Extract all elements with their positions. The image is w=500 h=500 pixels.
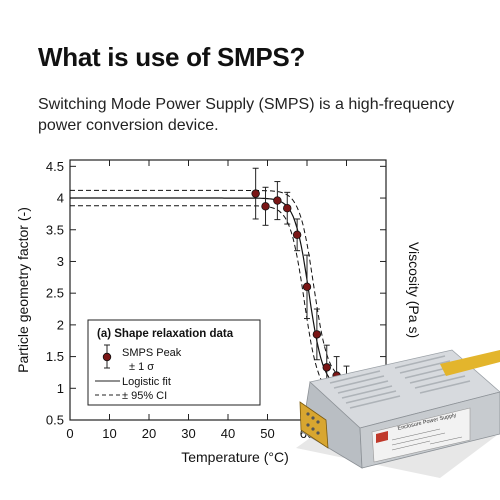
- data-point: [261, 202, 270, 211]
- legend-entry-ci: ± 95% CI: [122, 390, 167, 402]
- y2-axis-title: Viscosity (Pa s): [406, 242, 422, 338]
- y-tick-label: 3: [57, 254, 64, 269]
- x-tick-label: 30: [181, 426, 195, 441]
- smps-product-image: Enclosure Power Supply: [296, 349, 500, 478]
- legend-entry-fit: Logistic fit: [122, 376, 171, 388]
- legend-entry-peak: SMPS Peak: [122, 347, 182, 359]
- data-point: [302, 282, 312, 292]
- page-title: What is use of SMPS?: [38, 42, 306, 72]
- x-tick-label: 0: [66, 426, 73, 441]
- y-tick-label: 4: [57, 191, 64, 206]
- x-tick-label: 50: [260, 426, 274, 441]
- y-tick-label: 1.5: [46, 349, 64, 364]
- page-description: Switching Mode Power Supply (SMPS) is a …: [38, 96, 455, 134]
- y-axis-title: Particle geometry factor (-): [15, 207, 31, 373]
- y-tick-label: 2.5: [46, 286, 64, 301]
- data-point: [273, 196, 282, 205]
- x-tick-label: 10: [102, 426, 116, 441]
- y-tick-label: 3.5: [46, 222, 64, 237]
- legend-marker: [102, 352, 112, 362]
- legend: (a) Shape relaxation data SMPS Peak ± 1 …: [87, 319, 261, 406]
- legend-entry-sigma: ± 1 σ: [129, 361, 154, 373]
- data-point: [322, 363, 331, 372]
- y-tick-label: 0.5: [46, 413, 64, 428]
- y-tick-label: 4.5: [46, 159, 64, 174]
- y-tick-label: 1: [57, 381, 64, 396]
- y-tick-label: 2: [57, 317, 64, 332]
- data-point: [251, 189, 260, 198]
- data-point: [312, 330, 322, 339]
- data-point: [283, 203, 292, 213]
- x-axis-title: Temperature (°C): [181, 449, 289, 465]
- ci-upper-line: [70, 189, 386, 382]
- x-tick-label: 20: [142, 426, 156, 441]
- panel-label: (a) Shape relaxation data: [97, 328, 234, 340]
- data-point: [292, 230, 302, 240]
- x-tick-label: 40: [221, 426, 235, 441]
